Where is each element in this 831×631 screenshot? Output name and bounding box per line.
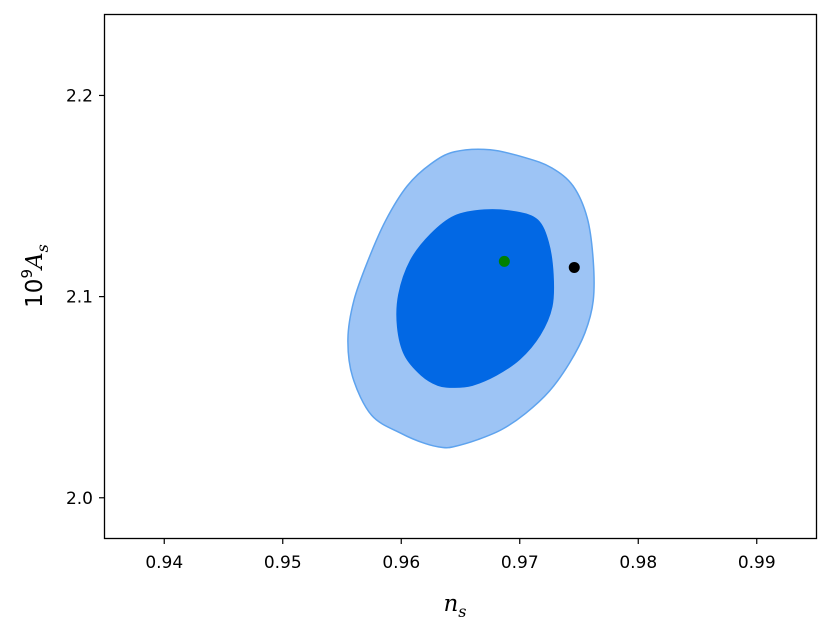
y-tick-label: 2.0 (66, 489, 93, 509)
x-axis-label: ns (443, 591, 466, 621)
point-marker-1 (498, 255, 510, 267)
contour-inner (396, 209, 555, 388)
x-tick-label: 0.99 (738, 553, 776, 573)
y-axis-label: 109As (18, 244, 52, 308)
plot-frame (103, 13, 818, 540)
y-tick-label: 2.2 (66, 86, 93, 106)
x-tick-label: 0.98 (619, 553, 657, 573)
x-axis-ticks: 0.94 0.95 0.96 0.97 0.98 0.99 (145, 538, 776, 573)
x-tick-label: 0.96 (382, 553, 420, 573)
point-marker-2 (568, 261, 580, 273)
y-axis-ticks: 2.0 2.1 2.2 (66, 86, 105, 509)
x-tick-label: 0.94 (145, 553, 183, 573)
confidence-contours (347, 148, 595, 449)
x-tick-label: 0.97 (501, 553, 539, 573)
point-markers (498, 255, 580, 273)
y-tick-label: 2.1 (66, 288, 93, 308)
x-tick-label: 0.95 (264, 553, 302, 573)
